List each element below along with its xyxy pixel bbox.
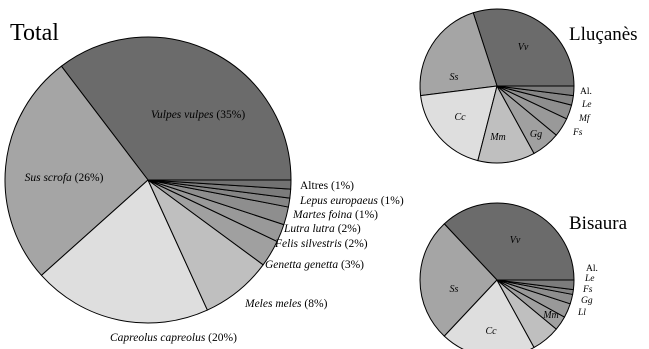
llucanes-slice-vv <box>472 8 575 87</box>
bisaura-label-le: Le <box>584 274 595 284</box>
llucanes-slice-ss <box>419 12 498 97</box>
total-label-altres: Altres (1%) <box>300 180 354 192</box>
bisaura-chart-title: Bisaura <box>569 213 628 234</box>
bisaura-label-ll: Ll <box>577 308 586 318</box>
bisaura-label-vv: Vv <box>510 235 521 246</box>
total-label-lepus: Lepus europaeus (1%) <box>299 195 404 207</box>
total-label-felis: Felis silvestris (2%) <box>274 238 368 250</box>
total-slice-sus-scrofa <box>4 65 149 276</box>
bisaura-label-ss: Ss <box>450 284 459 295</box>
total-slice-capreolus-capreolus <box>40 179 208 324</box>
total-label-martes: Martes foina (1%) <box>292 209 378 221</box>
llucanes-label-le: Le <box>581 100 592 110</box>
llucanes-slice-cc <box>420 85 498 162</box>
llucanes-label-cc: Cc <box>454 112 466 123</box>
bisaura-slice-vv <box>443 202 575 281</box>
total-label-vulpes: Vulpes vulpes (35%) <box>151 109 245 121</box>
llucanes-label-gg: Gg <box>530 129 542 140</box>
llucanes-label-mm: Mm <box>489 132 506 143</box>
llucanes-pie <box>419 8 575 164</box>
llucanes-label-fs: Fs <box>572 128 583 138</box>
bisaura-pie <box>419 202 575 349</box>
bisaura-label-gg: Gg <box>581 296 593 306</box>
bisaura-slice-al <box>496 279 575 291</box>
total-label-capreolus: Capreolus capreolus (20%) <box>110 332 237 344</box>
bisaura-slice-cc <box>443 279 535 349</box>
bisaura-label-al: Al. <box>586 264 598 274</box>
llucanes-label-ss: Ss <box>450 72 459 83</box>
bisaura-label-fs: Fs <box>582 285 593 295</box>
total-label-genetta: Genetta genetta (3%) <box>265 259 364 271</box>
llucanes-label-vv: Vv <box>518 42 529 53</box>
llucanes-label-al: Al. <box>580 87 592 97</box>
bisaura-label-cc: Cc <box>485 326 497 337</box>
llucanes-chart-title: Lluçanès <box>569 24 638 45</box>
total-label-meles: Meles meles (8%) <box>244 298 328 310</box>
llucanes-label-mf: Mf <box>578 113 591 124</box>
total-label-lutra: Lutra lutra (2%) <box>283 223 361 235</box>
bisaura-label-mm: Mm <box>542 310 559 321</box>
total-slice-altres <box>147 179 292 190</box>
total-slice-vulpes-vulpes <box>60 36 292 181</box>
bisaura-slice-ss <box>419 223 498 337</box>
total-label-sus: Sus scrofa (26%) <box>25 172 104 184</box>
llucanes-slice-al <box>496 85 575 97</box>
total-pie <box>4 36 292 324</box>
total-chart-title: Total <box>10 20 59 46</box>
